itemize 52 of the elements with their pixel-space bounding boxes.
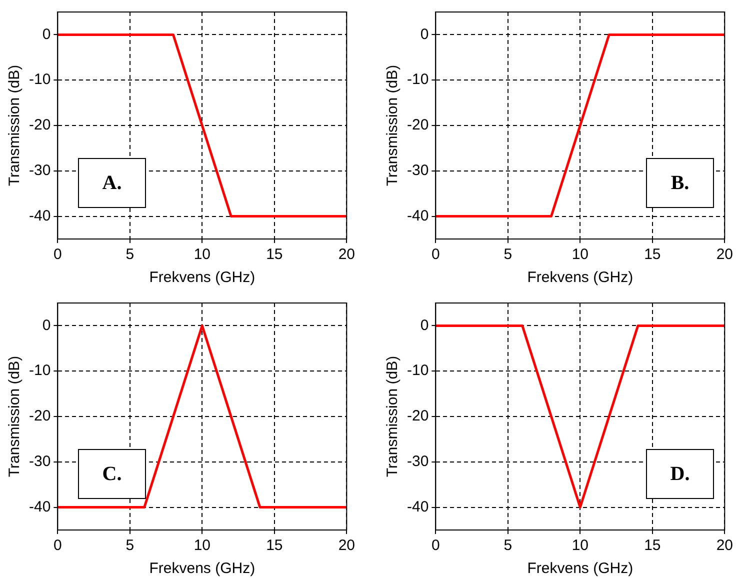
x-tick-label: 5	[504, 537, 512, 554]
y-axis-title: Transmission (dB)	[384, 356, 402, 478]
x-tick-label: 20	[338, 537, 355, 554]
x-tick-label: 0	[54, 537, 62, 554]
annotation: A.	[78, 158, 146, 208]
x-tick-label: 15	[644, 246, 661, 264]
y-tick-label: 0	[42, 26, 51, 43]
y-tick-label: -10	[28, 71, 51, 88]
annotation: C.	[78, 449, 146, 499]
annotation: D.	[646, 449, 714, 499]
x-tick-label: 5	[504, 246, 512, 264]
x-tick-label: 10	[194, 537, 211, 554]
y-tick-label: 0	[42, 316, 51, 334]
y-axis-title: Transmission (dB)	[6, 64, 24, 186]
y-tick-label: -40	[406, 207, 429, 224]
y-tick-label: -20	[28, 408, 51, 425]
x-tick-label: 20	[716, 537, 733, 554]
x-tick-label: 0	[432, 537, 440, 554]
x-tick-label: 0	[432, 246, 440, 264]
y-axis-title: Transmission (dB)	[384, 64, 402, 186]
y-tick-label: -40	[28, 498, 51, 516]
x-tick-label: 10	[194, 246, 211, 264]
y-tick-label: -10	[28, 362, 51, 380]
x-tick-label: 15	[644, 537, 661, 554]
x-tick-label: 20	[716, 246, 733, 264]
x-tick-label: 10	[572, 246, 589, 264]
annotation: B.	[646, 158, 714, 208]
x-tick-label: 20	[338, 246, 355, 264]
y-tick-label: -30	[28, 453, 51, 470]
y-axis-title: Transmission (dB)	[6, 356, 24, 478]
y-tick-label: 0	[420, 26, 429, 43]
x-tick-label: 15	[266, 537, 283, 554]
y-tick-label: -20	[28, 116, 51, 134]
y-tick-label: -30	[28, 162, 51, 180]
y-tick-label: -20	[406, 408, 429, 425]
x-axis-title: Frekvens (GHz)	[527, 560, 634, 578]
x-tick-label: 0	[54, 246, 62, 264]
y-tick-label: -10	[406, 71, 429, 88]
x-tick-label: 10	[572, 537, 589, 554]
x-axis-title: Frekvens (GHz)	[149, 560, 256, 578]
x-axis-title: Frekvens (GHz)	[149, 269, 256, 286]
y-tick-label: -10	[406, 362, 429, 380]
x-tick-label: 15	[266, 246, 283, 264]
x-axis-title: Frekvens (GHz)	[527, 269, 634, 286]
y-tick-label: -30	[406, 162, 429, 180]
y-tick-label: -40	[406, 498, 429, 516]
x-tick-label: 5	[126, 246, 134, 264]
y-tick-label: -30	[406, 453, 429, 470]
y-tick-label: -40	[28, 207, 51, 224]
y-tick-label: -20	[406, 116, 429, 134]
x-tick-label: 5	[126, 537, 134, 554]
y-tick-label: 0	[420, 316, 429, 334]
